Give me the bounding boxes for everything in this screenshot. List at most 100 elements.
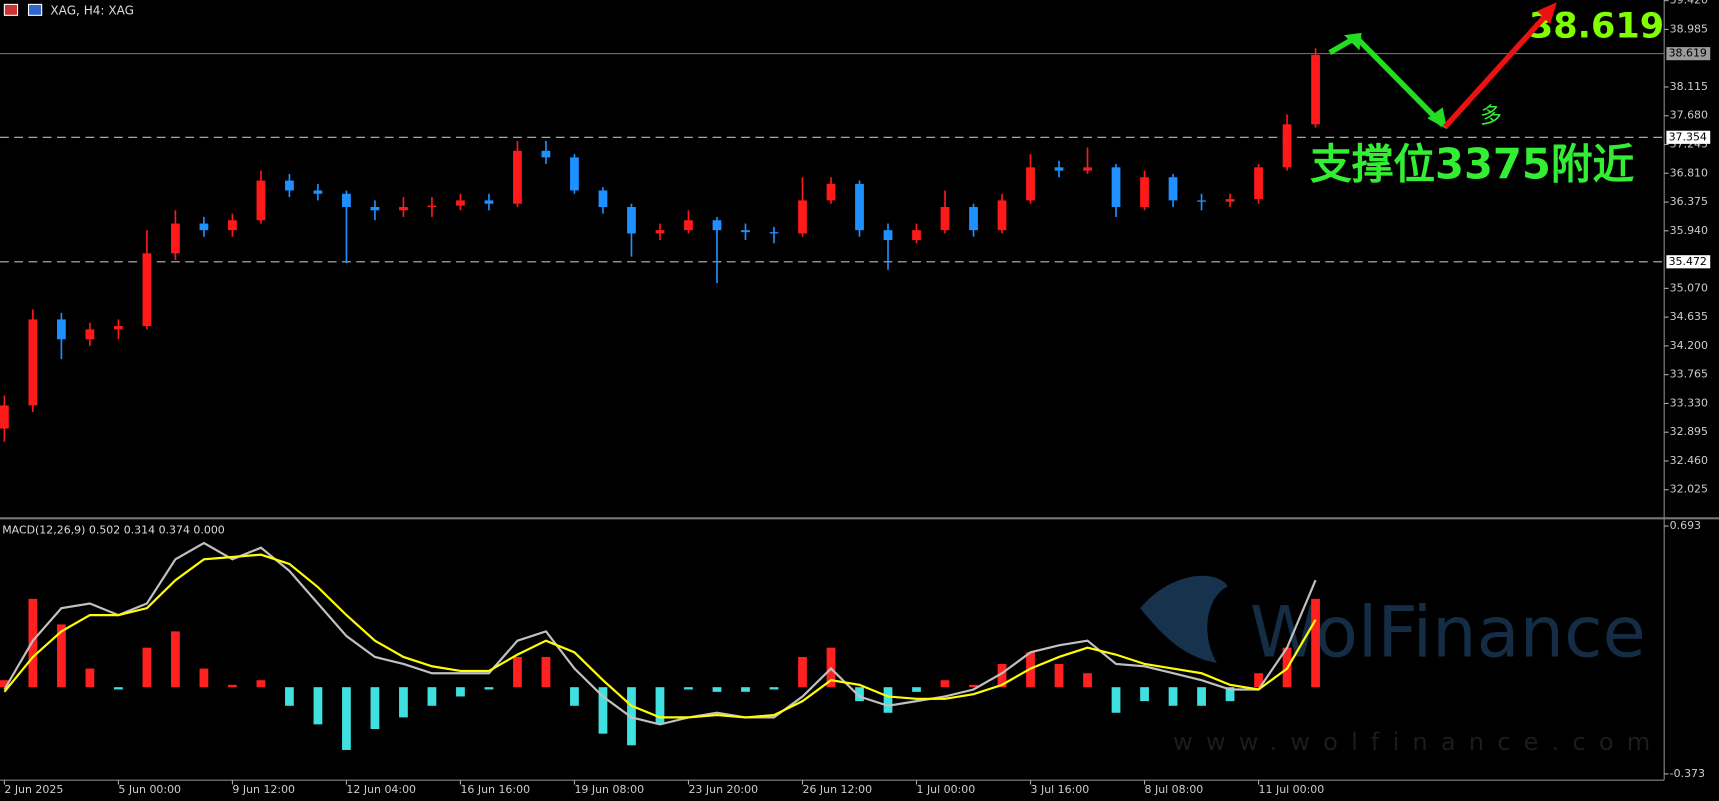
histogram-bar [1083, 673, 1092, 688]
histogram-bar [684, 687, 693, 690]
watermark-url: www.wolfinance.com [1173, 728, 1663, 756]
histogram-bar [798, 656, 807, 688]
histogram-bar [399, 687, 408, 718]
x-tick-label: 2 Jun 2025 [4, 783, 63, 796]
y-tick-label: 34.635 [1670, 310, 1708, 323]
x-tick-label: 5 Jun 00:00 [118, 783, 181, 796]
y-tick-label: 38.985 [1670, 22, 1708, 35]
histogram-bar [741, 687, 750, 692]
candle-body [912, 230, 921, 241]
candle-body [741, 230, 750, 233]
candle-body [712, 220, 722, 231]
histogram-bar [769, 687, 779, 690]
histogram-bar [1054, 663, 1064, 688]
candle-body [769, 232, 779, 234]
histogram-bar [1168, 687, 1178, 706]
histogram-bar [1111, 687, 1121, 713]
candle-body [513, 150, 522, 204]
histogram-bar [456, 687, 465, 697]
histogram-bar [1225, 687, 1235, 702]
candle-body [940, 207, 950, 231]
histogram-bar [997, 663, 1007, 688]
level-tag [1666, 130, 1711, 144]
histogram-bar [513, 656, 522, 688]
histogram-bar [1197, 687, 1206, 706]
candle-body [342, 193, 351, 208]
histogram-bar [256, 680, 266, 688]
candle-body [399, 207, 408, 211]
y-tick-label: 34.200 [1670, 339, 1708, 352]
histogram-bar [370, 687, 380, 730]
y-tick-label: 35.070 [1670, 281, 1708, 294]
level-label: 37.354 [1669, 130, 1707, 143]
price-tag-label: 38.619 [1669, 47, 1707, 60]
candle-body [1168, 177, 1178, 201]
x-tick-label: 19 Jun 08:00 [574, 783, 644, 796]
candle-body [1197, 200, 1206, 202]
candle-body [0, 405, 9, 429]
histogram-bar [85, 668, 95, 688]
y-tick-label: 38.115 [1670, 80, 1708, 93]
y-tick-label: 0.693 [1670, 519, 1701, 532]
candle-body [427, 205, 437, 208]
header: XAG, H4: XAG [50, 3, 134, 17]
x-tick-label: 12 Jun 04:00 [346, 783, 416, 796]
candle-body [256, 180, 266, 221]
level-tag [1666, 255, 1711, 269]
level-label: 35.472 [1669, 255, 1707, 268]
x-tick-label: 11 Jul 00:00 [1259, 783, 1325, 796]
candle-body [1083, 167, 1092, 171]
x-tick-label: 26 Jun 12:00 [802, 783, 872, 796]
icon [27, 3, 43, 16]
candle-body [484, 200, 494, 204]
histogram-bar [57, 624, 66, 688]
candle-body [28, 319, 38, 406]
x-tick-label: 1 Jul 00:00 [917, 783, 976, 796]
candle-body [1140, 177, 1149, 208]
histogram-bar [142, 647, 152, 688]
arrow-head [1427, 107, 1448, 130]
candle-body [627, 207, 636, 234]
arrow-head [1344, 32, 1362, 51]
histogram-bar [313, 687, 323, 725]
candle-body [85, 329, 95, 340]
y-tick-label: 36.375 [1670, 195, 1708, 208]
price-tag [1666, 47, 1711, 61]
candle-body [598, 190, 608, 208]
candle-body [855, 183, 864, 231]
x-tick-label: 3 Jul 16:00 [1031, 783, 1090, 796]
histogram-bar [712, 687, 722, 692]
candle-body [997, 200, 1007, 231]
candle-body [1026, 167, 1035, 201]
histogram-bar [541, 656, 551, 688]
histogram-bar [855, 687, 864, 702]
histogram-bar [883, 687, 893, 713]
histogram-bar [199, 668, 209, 688]
histogram-bar [285, 687, 294, 706]
icon [3, 3, 19, 16]
y-tick-label: 32.895 [1670, 425, 1708, 438]
candle-body [1254, 167, 1263, 200]
histogram-bar [598, 687, 608, 734]
indicator-title: MACD(12,26,9) 0.502 0.314 0.374 0.000 [2, 523, 225, 536]
histogram-bar [1311, 598, 1320, 688]
candle-body [655, 230, 665, 234]
y-tick-label: 32.460 [1670, 454, 1708, 467]
histogram-bar [342, 687, 351, 750]
x-tick-label: 9 Jun 12:00 [232, 783, 295, 796]
y-tick-label: 39.420 [1670, 0, 1708, 7]
histogram-bar [228, 684, 237, 688]
signal-line [3, 553, 1317, 719]
histogram-bar [28, 598, 38, 688]
histogram-bar [655, 687, 665, 725]
histogram-bar [427, 687, 437, 706]
histogram-bar [114, 687, 123, 690]
candle-body [1111, 167, 1121, 208]
candle-body [114, 326, 123, 330]
candle-body [684, 220, 693, 231]
candle-body [1054, 167, 1064, 171]
direction-annotation: 多 [1480, 104, 1502, 129]
